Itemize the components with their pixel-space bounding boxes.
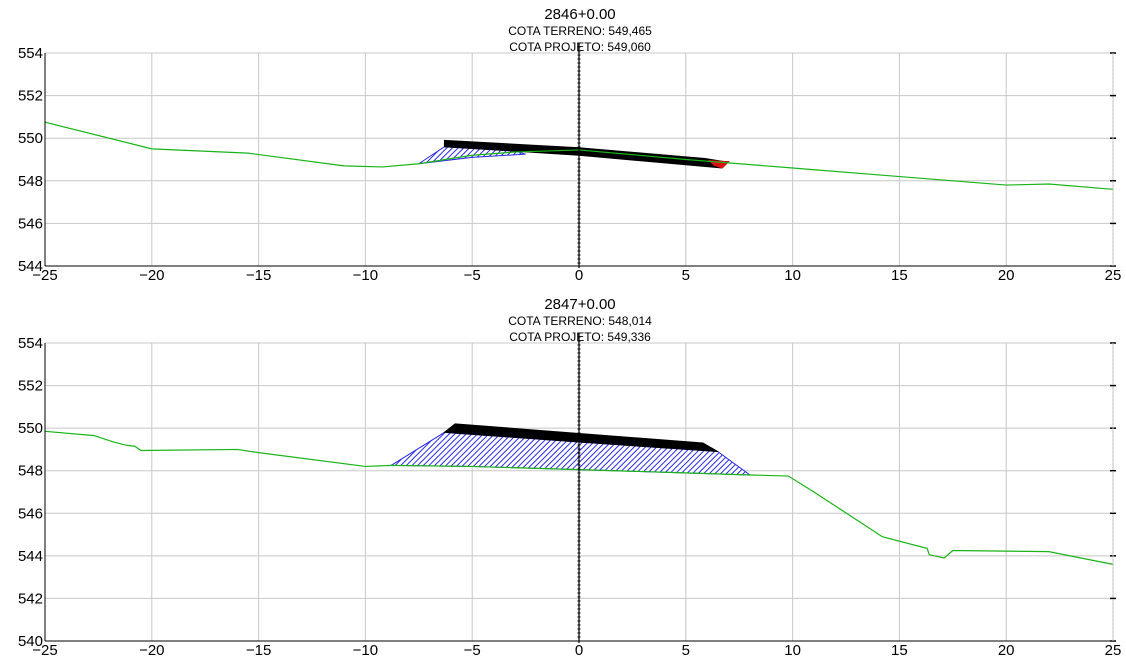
x-tick-label: −5 — [464, 267, 481, 284]
y-tick-label: 548 — [18, 463, 43, 480]
x-tick-label: 10 — [784, 642, 801, 659]
station-label: 2846+0.00 — [544, 6, 615, 23]
y-tick-label: 550 — [18, 130, 43, 147]
cota-terreno-label: COTA TERRENO: 549,465 — [508, 24, 652, 38]
x-tick-label: −15 — [246, 267, 271, 284]
tick-labels: 554 552 550 548 546 544 542 540−25 −20 −15 −10 −5 0 5… — [18, 335, 1121, 659]
station-label: 2847+0.00 — [544, 296, 615, 313]
y-tick-label: 552 — [18, 88, 43, 105]
x-tick-label: 0 — [575, 267, 583, 284]
x-tick-label: −20 — [139, 642, 164, 659]
x-tick-label: −25 — [32, 642, 57, 659]
x-tick-label: −20 — [139, 267, 164, 284]
y-tick-label: 552 — [18, 378, 43, 395]
tick-labels: 554 552 550 548 546 544−25 −20 −15 −10 −5 0 5 10 15 20… — [18, 45, 1121, 284]
y-tick-label: 544 — [18, 548, 43, 565]
y-tick-label: 548 — [18, 173, 43, 190]
y-tick-label: 544 — [18, 258, 43, 275]
y-tick-label: 550 — [18, 420, 43, 437]
section-2846: 2846+0.00 COTA TERRENO: 549,465 COTA PRO… — [18, 6, 1121, 284]
x-tick-label: 25 — [1105, 267, 1122, 284]
cota-terreno-label: COTA TERRENO: 548,014 — [508, 314, 652, 328]
axes — [44, 332, 1116, 643]
x-tick-label: −25 — [32, 267, 57, 284]
x-tick-label: 20 — [998, 642, 1015, 659]
x-tick-label: −10 — [353, 642, 378, 659]
section-2847: 2847+0.00 COTA TERRENO: 548,014 COTA PRO… — [18, 296, 1121, 659]
x-tick-label: 5 — [682, 642, 690, 659]
terrain-line — [44, 121, 1114, 190]
x-tick-label: 5 — [682, 267, 690, 284]
x-tick-label: −15 — [246, 642, 271, 659]
y-tick-label: 554 — [18, 45, 43, 62]
x-tick-label: 0 — [575, 642, 583, 659]
x-tick-label: −5 — [464, 642, 481, 659]
x-tick-label: 20 — [998, 267, 1015, 284]
x-tick-label: 15 — [891, 267, 908, 284]
x-tick-label: 10 — [784, 267, 801, 284]
x-tick-label: −10 — [353, 267, 378, 284]
design-layers — [44, 121, 1114, 190]
x-tick-label: 25 — [1105, 642, 1122, 659]
y-tick-label: 554 — [18, 335, 43, 352]
x-tick-label: 15 — [891, 642, 908, 659]
axes — [44, 42, 1116, 268]
y-tick-label: 546 — [18, 505, 43, 522]
y-tick-label: 542 — [18, 590, 43, 607]
y-tick-label: 546 — [18, 215, 43, 232]
y-tick-label: 540 — [18, 633, 43, 650]
